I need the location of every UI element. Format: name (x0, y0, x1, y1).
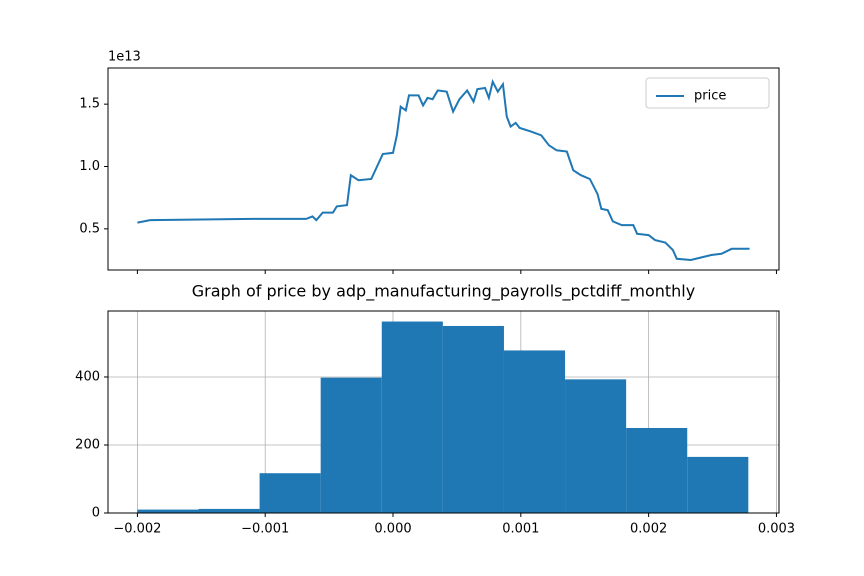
bar (626, 427, 688, 513)
bar (137, 509, 199, 513)
y-tick-label: 1.5 (79, 97, 100, 112)
bar (198, 508, 260, 513)
axes-frame (107, 67, 780, 271)
axes-frame (107, 310, 780, 514)
x-tick-label: −0.002 (113, 522, 161, 537)
legend-box (645, 77, 770, 109)
bar (259, 473, 321, 513)
bar (687, 456, 749, 513)
legend-label: price (694, 89, 726, 104)
y-tick-label: 400 (75, 369, 100, 384)
bar (503, 350, 566, 513)
x-tick-label: 0.002 (630, 522, 667, 537)
y-tick-label: 200 (75, 437, 100, 452)
line (137, 78, 750, 262)
bar (320, 377, 382, 513)
x-tick-label: 0.001 (502, 522, 539, 537)
chart-title: Graph of price by adp_manufacturing_payr… (192, 282, 695, 302)
bar (442, 325, 504, 513)
y-tick-label: 0 (92, 506, 100, 521)
offset-text: 1e13 (108, 50, 141, 65)
bar (381, 321, 443, 513)
y-tick-label: 1.0 (79, 159, 100, 174)
x-tick-label: 0.003 (758, 522, 795, 537)
y-tick-label: 0.5 (79, 221, 100, 236)
x-tick-label: 0.000 (374, 522, 411, 537)
bar (565, 379, 627, 513)
x-tick-label: −0.001 (241, 522, 289, 537)
